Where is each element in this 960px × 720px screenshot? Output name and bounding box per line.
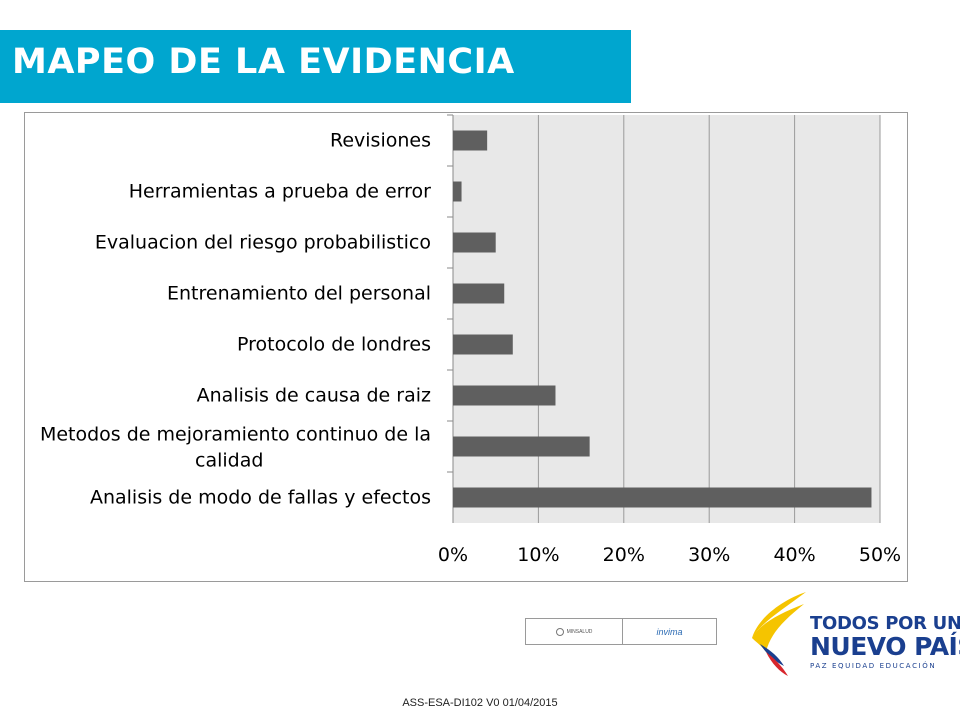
minsalud-logo-text: MINSALUD	[566, 628, 593, 635]
partner-logos: MINSALUD invima	[525, 618, 717, 645]
category-label: Revisiones	[330, 130, 431, 152]
bar	[453, 283, 505, 304]
page-title: MAPEO DE LA EVIDENCIA	[12, 42, 515, 82]
gov-logo-line1: TODOS POR UN	[810, 613, 960, 634]
category-label: Evaluacion del riesgo probabilistico	[95, 232, 431, 254]
x-tick-label: 20%	[603, 544, 645, 566]
bar	[453, 130, 488, 151]
bar	[453, 181, 462, 202]
bar	[453, 334, 513, 355]
invima-logo-text: invima	[656, 626, 683, 637]
category-label: Entrenamiento del personal	[167, 283, 431, 305]
category-label: Analisis de causa de raiz	[197, 385, 431, 407]
government-logo: TODOS POR UN NUEVO PAÍS PAZ EQUIDAD EDUC…	[748, 590, 960, 680]
bar	[453, 232, 496, 253]
x-tick-label: 30%	[688, 544, 730, 566]
x-tick-label: 50%	[859, 544, 901, 566]
government-logo-text: TODOS POR UN NUEVO PAÍS PAZ EQUIDAD EDUC…	[810, 614, 960, 672]
x-tick-label: 10%	[517, 544, 559, 566]
bar	[453, 385, 556, 406]
seal-icon	[555, 627, 564, 636]
category-label: Protocolo de londres	[237, 334, 431, 356]
plot-area	[453, 115, 880, 523]
x-tick-label: 0%	[438, 544, 468, 566]
bar	[453, 436, 590, 457]
colombia-flag-swoosh-icon	[752, 592, 806, 676]
chart-frame: 0% 10% 20% 30% 40% 50% Revisiones Herramientas …	[24, 112, 908, 582]
gov-logo-line2: NUEVO PAÍS	[810, 632, 960, 661]
bar-chart: 0% 10% 20% 30% 40% 50% Revisiones Herramientas …	[40, 114, 901, 566]
x-tick-label: 40%	[773, 544, 815, 566]
footer-code: ASS-ESA-DI102 V0 01/04/2015	[402, 697, 558, 709]
category-label: Metodos de mejoramiento continuo de la ca…	[40, 424, 431, 472]
category-label: Herramientas a prueba de error	[129, 181, 431, 203]
gov-logo-line3: PAZ EQUIDAD EDUCACIÓN	[810, 662, 937, 670]
category-label: Analisis de modo de fallas y efectos	[90, 487, 431, 509]
invima-logo: invima	[623, 619, 716, 644]
minsalud-logo: MINSALUD	[526, 619, 623, 644]
bar	[453, 487, 872, 508]
title-bar: MAPEO DE LA EVIDENCIA	[0, 30, 631, 103]
